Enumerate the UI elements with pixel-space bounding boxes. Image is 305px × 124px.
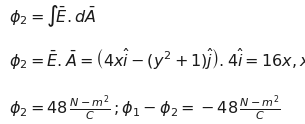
Text: $\phi_2 = \bar{E}.\bar{A} = \left(4x\hat{i} - (y^2+1)\hat{j}\right).4\hat{i} = 1: $\phi_2 = \bar{E}.\bar{A} = \left(4x\hat… [9, 47, 305, 72]
Text: $\phi_2 = \int\!\bar{E}.d\bar{A}$: $\phi_2 = \int\!\bar{E}.d\bar{A}$ [9, 3, 96, 29]
Text: $\phi_2 = 48\,\frac{N-m^2}{C}\,;\phi_1-\phi_2 = -48\,\frac{N-m^2}{C}$: $\phi_2 = 48\,\frac{N-m^2}{C}\,;\phi_1-\… [9, 93, 281, 123]
